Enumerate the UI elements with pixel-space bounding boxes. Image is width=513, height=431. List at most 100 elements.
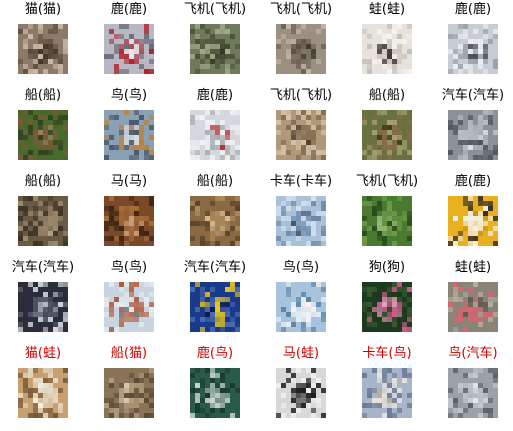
prediction-label: 鹿(鹿) bbox=[110, 2, 148, 17]
deer-thumbnail-pixels bbox=[190, 196, 240, 246]
prediction-label: 马(马) bbox=[110, 174, 148, 189]
prediction-label: 猫(蛙) bbox=[24, 346, 62, 361]
grid-cell: 船(船) bbox=[172, 172, 258, 258]
sample-image bbox=[362, 196, 412, 246]
sample-image bbox=[104, 368, 154, 418]
cat-thumbnail-pixels bbox=[104, 368, 154, 418]
sample-image bbox=[362, 282, 412, 332]
frog-thumbnail-pixels bbox=[362, 196, 412, 246]
boat-thumbnail-pixels bbox=[104, 282, 154, 332]
prediction-label: 鹿(鹿) bbox=[196, 88, 234, 103]
prediction-label: 狗(狗) bbox=[368, 260, 406, 275]
prediction-label: 蛙(蛙) bbox=[454, 260, 492, 275]
prediction-label: 鸟(鸟) bbox=[110, 88, 148, 103]
grid-cell: 鸟(汽车) bbox=[430, 344, 513, 430]
grid-cell: 卡车(鸟) bbox=[344, 344, 430, 430]
sample-image bbox=[362, 24, 412, 74]
deer-thumbnail-pixels bbox=[18, 110, 68, 160]
prediction-label: 飞机(飞机) bbox=[269, 88, 333, 103]
grey-car-thumbnail-pixels bbox=[448, 110, 498, 160]
prediction-label: 船(猫) bbox=[110, 346, 148, 361]
grid-cell: 鹿(鹿) bbox=[86, 0, 172, 86]
prediction-label: 汽车(汽车) bbox=[441, 88, 505, 103]
grid-cell: 猫(猫) bbox=[0, 0, 86, 86]
grid-cell: 马(马) bbox=[86, 172, 172, 258]
dark-car-thumbnail-pixels bbox=[18, 282, 68, 332]
grid-cell: 汽车(汽车) bbox=[0, 258, 86, 344]
grid-cell: 马(蛙) bbox=[258, 344, 344, 430]
sample-image bbox=[448, 368, 498, 418]
grid-cell: 飞机(飞机) bbox=[258, 86, 344, 172]
boat-thumbnail-pixels bbox=[190, 368, 240, 418]
grid-cell: 船(猫) bbox=[86, 344, 172, 430]
prediction-label: 卡车(鸟) bbox=[362, 346, 412, 361]
grid-cell: 狗(狗) bbox=[344, 258, 430, 344]
sample-image bbox=[190, 196, 240, 246]
prediction-label: 船(船) bbox=[24, 88, 62, 103]
sample-image bbox=[104, 196, 154, 246]
sample-image bbox=[190, 110, 240, 160]
sample-image bbox=[18, 282, 68, 332]
pink-bird-thumbnail-pixels bbox=[448, 282, 498, 332]
sample-image bbox=[448, 24, 498, 74]
grid-cell: 鹿(鹿) bbox=[430, 172, 513, 258]
sample-image bbox=[18, 368, 68, 418]
sample-image bbox=[362, 110, 412, 160]
sample-image bbox=[276, 282, 326, 332]
sample-image bbox=[190, 282, 240, 332]
grid-cell: 飞机(飞机) bbox=[344, 172, 430, 258]
sample-image bbox=[104, 282, 154, 332]
grid-cell: 鹿(鸟) bbox=[172, 344, 258, 430]
sample-image bbox=[18, 110, 68, 160]
grid-cell: 蛙(蛙) bbox=[430, 258, 513, 344]
frog-thumbnail-pixels bbox=[190, 24, 240, 74]
prediction-label: 鸟(汽车) bbox=[448, 346, 498, 361]
grey-car-thumbnail-pixels bbox=[448, 368, 498, 418]
prediction-label: 汽车(汽车) bbox=[11, 260, 75, 275]
grid-cell: 鸟(鸟) bbox=[258, 258, 344, 344]
sample-image bbox=[104, 110, 154, 160]
red-truck-thumbnail-pixels bbox=[104, 24, 154, 74]
prediction-label: 船(船) bbox=[368, 88, 406, 103]
sample-image bbox=[448, 282, 498, 332]
grid-cell: 汽车(汽车) bbox=[172, 258, 258, 344]
bird-thumbnail-pixels bbox=[362, 282, 412, 332]
yellow-loader-thumbnail-pixels bbox=[448, 196, 498, 246]
sailboat-thumbnail-pixels bbox=[276, 282, 326, 332]
grid-cell: 蛙(蛙) bbox=[344, 0, 430, 86]
frog-thumbnail-pixels bbox=[276, 24, 326, 74]
prediction-label: 鹿(鸟) bbox=[196, 346, 234, 361]
grid-cell: 鹿(鹿) bbox=[172, 86, 258, 172]
sample-image bbox=[18, 24, 68, 74]
grid-cell: 飞机(飞机) bbox=[172, 0, 258, 86]
ship-thumbnail-pixels bbox=[362, 368, 412, 418]
boat-thumbnail-pixels bbox=[104, 110, 154, 160]
sample-image bbox=[104, 24, 154, 74]
grid-cell: 卡车(卡车) bbox=[258, 172, 344, 258]
white-dog-thumbnail-pixels bbox=[362, 24, 412, 74]
dog-thumbnail-pixels bbox=[18, 368, 68, 418]
sample-image bbox=[276, 24, 326, 74]
grid-cell: 船(船) bbox=[0, 86, 86, 172]
yellow-car-thumbnail-pixels bbox=[190, 282, 240, 332]
white-truck-thumbnail-pixels bbox=[190, 110, 240, 160]
grid-cell: 船(船) bbox=[0, 172, 86, 258]
airplane-thumbnail-pixels bbox=[276, 196, 326, 246]
prediction-label: 飞机(飞机) bbox=[269, 2, 333, 17]
frog-thumbnail-pixels bbox=[276, 110, 326, 160]
deer-thumbnail-pixels bbox=[362, 110, 412, 160]
prediction-label: 卡车(卡车) bbox=[269, 174, 333, 189]
sample-image bbox=[18, 196, 68, 246]
sample-image bbox=[276, 196, 326, 246]
grid-cell: 飞机(飞机) bbox=[258, 0, 344, 86]
grid-cell: 汽车(汽车) bbox=[430, 86, 513, 172]
prediction-label: 蛙(蛙) bbox=[368, 2, 406, 17]
sample-image bbox=[448, 196, 498, 246]
deer-thumbnail-pixels bbox=[18, 196, 68, 246]
prediction-label: 船(船) bbox=[196, 174, 234, 189]
prediction-label: 船(船) bbox=[24, 174, 62, 189]
horse-thumbnail-pixels bbox=[104, 196, 154, 246]
prediction-label: 鹿(鹿) bbox=[454, 2, 492, 17]
person-thumbnail-pixels bbox=[276, 368, 326, 418]
